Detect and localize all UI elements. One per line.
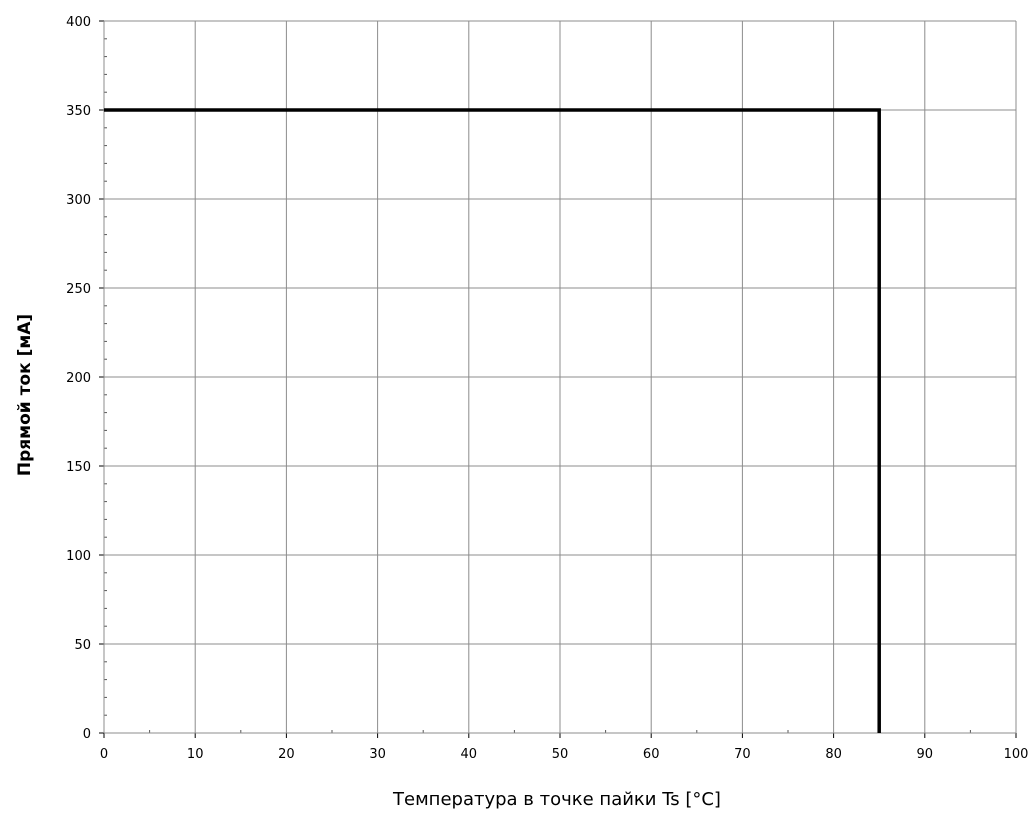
x-tick-label: 10 [187,747,204,762]
y-tick-labels: 0 50 100 150 200 250 300 350 400 [66,15,91,742]
y-tick-label: 350 [66,104,91,119]
x-tick-label: 100 [1004,747,1029,762]
x-tick-label: 80 [825,747,842,762]
series-line [104,108,881,733]
x-axis-title: Температура в точке пайки Ts [°C] [392,789,721,810]
x-tick-label: 0 [100,747,108,762]
y-tick-label: 300 [66,193,91,208]
x-tick-label: 40 [461,747,478,762]
y-tick-label: 250 [66,282,91,297]
y-tick-label: 50 [74,638,91,653]
y-axis-title: Прямой ток [мА] [15,314,35,476]
x-tick-label: 50 [552,747,569,762]
y-tick-label: 400 [66,15,91,30]
y-tick-label: 0 [83,727,91,742]
x-tick-label: 20 [278,747,295,762]
y-tick-label: 200 [66,371,91,386]
x-tick-label: 70 [734,747,751,762]
x-tick-label: 30 [369,747,386,762]
axes [103,21,1016,734]
x-tick-labels: 0 10 20 30 40 50 60 70 80 90 100 [100,747,1029,762]
series [104,108,881,733]
x-tick-label: 90 [917,747,934,762]
y-tick-label: 100 [66,549,91,564]
x-tick-label: 60 [643,747,660,762]
y-tick-label: 150 [66,460,91,475]
